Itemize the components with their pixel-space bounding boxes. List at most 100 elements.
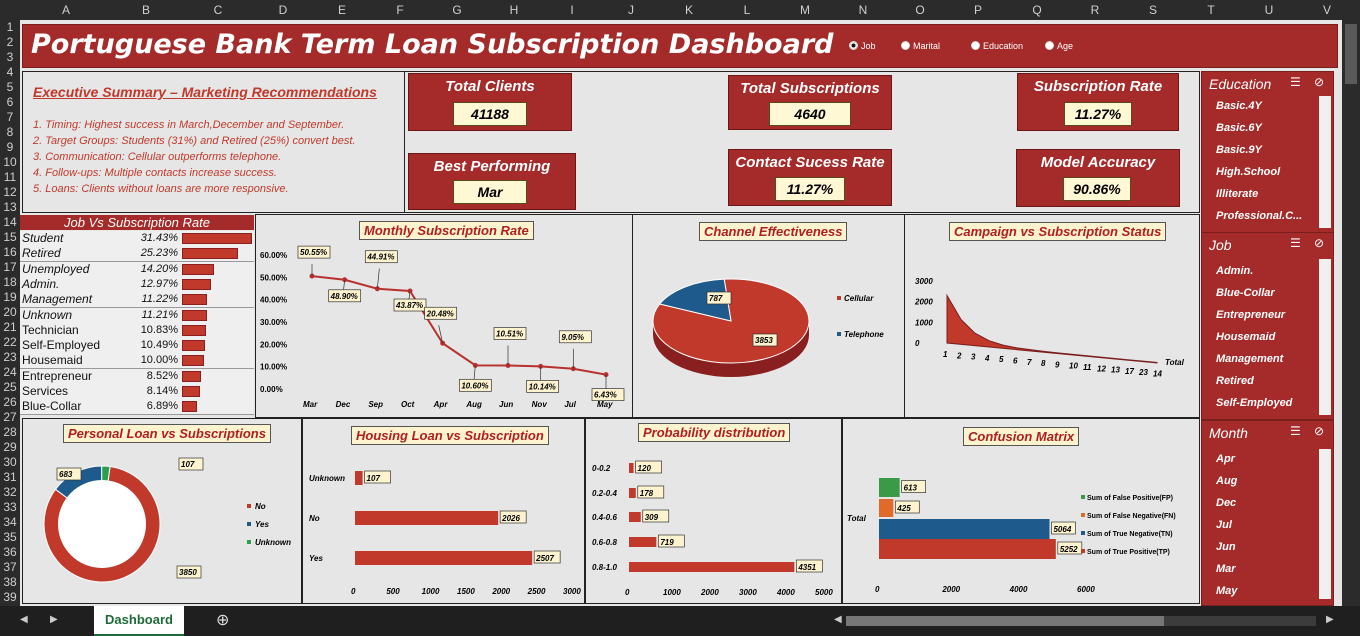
row-header[interactable]: 22 (3, 335, 17, 349)
slicer-item[interactable]: Entrepreneur (1216, 309, 1286, 321)
hscroll-right-icon[interactable]: ▶ (1326, 614, 1334, 625)
row-header[interactable]: 24 (3, 365, 17, 379)
slicer-item[interactable]: High.School (1216, 166, 1281, 178)
slicer-item[interactable]: Blue-Collar (1216, 287, 1275, 299)
slicer-item[interactable]: Jun (1216, 541, 1236, 553)
row-header[interactable]: 3 (6, 50, 14, 64)
column-header[interactable]: H (509, 3, 519, 17)
column-header[interactable]: S (1148, 3, 1158, 17)
row-header[interactable]: 2 (6, 35, 14, 49)
row-header[interactable]: 17 (3, 260, 17, 274)
slicer-item[interactable]: Mar (1216, 563, 1236, 575)
radio-icon[interactable] (1045, 41, 1054, 50)
row-header[interactable]: 10 (3, 155, 17, 169)
row-headers[interactable]: 1 2 3 4 5 6 7 8 9 10 11 12 13 14 15 16 17 18 19 20 21 22 23 24 2… (0, 20, 20, 606)
slicer-item[interactable]: Admin. (1216, 265, 1254, 277)
slicer-item[interactable]: Illiterate (1216, 188, 1259, 200)
radio-icon[interactable] (971, 41, 980, 50)
slicer-education[interactable]: Education ☰ ⊘ Basic.4Y Basic.6Y Basic.9Y Hi… (1201, 71, 1334, 233)
column-header[interactable]: A (61, 3, 71, 17)
row-header[interactable]: 35 (3, 530, 17, 544)
slicer-job[interactable]: Job ☰ ⊘ Admin. Blue-Collar Entrepreneur Hou… (1201, 232, 1334, 420)
row-header[interactable]: 34 (3, 515, 17, 529)
slicer-scrollbar[interactable] (1319, 259, 1331, 415)
column-header[interactable]: O (915, 3, 925, 17)
column-header[interactable]: R (1090, 3, 1100, 17)
row-header[interactable]: 15 (3, 230, 17, 244)
slicer-item[interactable]: Basic.6Y (1216, 122, 1262, 134)
row-header[interactable]: 37 (3, 560, 17, 574)
slicer-item[interactable]: Self-Employed (1216, 397, 1293, 409)
slicer-scrollbar[interactable] (1319, 96, 1331, 228)
column-header[interactable]: M (800, 3, 810, 17)
radio-selected-icon[interactable] (849, 41, 858, 50)
row-header[interactable]: 14 (3, 215, 17, 229)
row-header[interactable]: 6 (6, 95, 14, 109)
row-header[interactable]: 8 (6, 125, 14, 139)
row-header[interactable]: 5 (6, 80, 14, 94)
column-header[interactable]: C (213, 3, 223, 17)
column-header[interactable]: D (278, 3, 288, 17)
slicer-item[interactable]: Basic.9Y (1216, 144, 1262, 156)
radio-marital[interactable]: Marital (901, 41, 940, 51)
slicer-item[interactable]: Management (1216, 353, 1284, 365)
slicer-item[interactable]: May (1216, 585, 1238, 597)
sheet-tab-dashboard[interactable]: Dashboard (94, 606, 184, 636)
slicer-item[interactable]: Basic.4Y (1216, 100, 1262, 112)
scroll-right-icon[interactable]: ▶ (50, 614, 58, 625)
row-header[interactable]: 16 (3, 245, 17, 259)
column-header[interactable]: F (396, 3, 404, 17)
column-header[interactable]: P (973, 3, 983, 17)
row-header[interactable]: 23 (3, 350, 17, 364)
radio-education[interactable]: Education (971, 41, 1023, 51)
slicer-item[interactable]: Jul (1216, 519, 1232, 531)
column-header[interactable]: L (743, 3, 751, 17)
slicer-item[interactable]: Housemaid (1216, 331, 1276, 343)
row-header[interactable]: 28 (3, 425, 17, 439)
row-header[interactable]: 36 (3, 545, 17, 559)
column-header[interactable]: T (1207, 3, 1215, 17)
column-header[interactable]: E (337, 3, 347, 17)
row-header[interactable]: 19 (3, 290, 17, 304)
row-header[interactable]: 20 (3, 305, 17, 319)
multi-select-icon[interactable]: ☰ (1290, 236, 1301, 250)
scroll-left-icon[interactable]: ◀ (20, 614, 28, 625)
row-header[interactable]: 11 (3, 170, 17, 184)
radio-job[interactable]: Job (849, 41, 876, 51)
radio-age[interactable]: Age (1045, 41, 1073, 51)
hscroll-left-icon[interactable]: ◀ (834, 614, 842, 625)
multi-select-icon[interactable]: ☰ (1290, 75, 1301, 89)
row-header[interactable]: 31 (3, 470, 17, 484)
column-header[interactable]: K (684, 3, 694, 17)
row-header[interactable]: 33 (3, 500, 17, 514)
column-header[interactable]: J (628, 3, 634, 17)
row-header[interactable]: 38 (3, 575, 17, 589)
row-header[interactable]: 27 (3, 410, 17, 424)
row-header[interactable]: 39 (3, 590, 17, 604)
row-header[interactable]: 12 (3, 185, 17, 199)
slicer-item[interactable]: Retired (1216, 375, 1254, 387)
row-header[interactable]: 4 (6, 65, 14, 79)
row-header[interactable]: 32 (3, 485, 17, 499)
row-header[interactable]: 21 (3, 320, 17, 334)
slicer-item[interactable]: Professional.C... (1216, 210, 1303, 222)
clear-filter-icon[interactable]: ⊘ (1314, 236, 1325, 250)
multi-select-icon[interactable]: ☰ (1290, 424, 1301, 438)
row-header[interactable]: 7 (6, 110, 14, 124)
row-header[interactable]: 29 (3, 440, 17, 454)
column-header[interactable]: V (1322, 3, 1332, 17)
horizontal-scrollbar[interactable] (846, 616, 1316, 626)
slicer-month[interactable]: Month ☰ ⊘ Apr Aug Dec Jul Jun Mar May (1201, 420, 1334, 606)
row-header[interactable]: 9 (6, 140, 14, 154)
slicer-item[interactable]: Apr (1216, 453, 1235, 465)
row-header[interactable]: 13 (3, 200, 17, 214)
slicer-item[interactable]: Dec (1216, 497, 1237, 509)
slicer-item[interactable]: Aug (1216, 475, 1238, 487)
column-header[interactable]: U (1264, 3, 1274, 17)
vertical-scrollbar[interactable] (1342, 20, 1360, 606)
row-header[interactable]: 1 (6, 20, 14, 34)
clear-filter-icon[interactable]: ⊘ (1314, 75, 1325, 89)
row-header[interactable]: 30 (3, 455, 17, 469)
row-header[interactable]: 26 (3, 395, 17, 409)
tab-splitter[interactable] (826, 618, 832, 624)
